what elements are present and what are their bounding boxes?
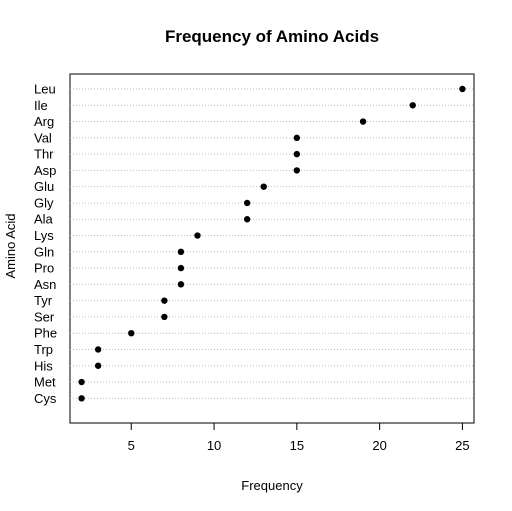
y-tick-label: Gln — [34, 244, 54, 259]
data-points — [78, 85, 466, 402]
data-point — [177, 248, 185, 255]
y-tick-label: His — [34, 358, 53, 373]
data-point — [161, 297, 168, 304]
y-tick-label: Glu — [34, 179, 54, 194]
data-point — [293, 167, 301, 174]
y-tick-label: Tyr — [34, 293, 53, 308]
data-point — [459, 85, 466, 93]
grid-lines — [70, 88, 474, 399]
x-tick-label: 15 — [290, 438, 304, 453]
data-point — [161, 313, 168, 321]
x-tick-label: 5 — [128, 438, 135, 453]
y-tick-label: Leu — [34, 82, 56, 97]
data-point — [177, 281, 185, 288]
y-tick-label: Gly — [34, 195, 54, 210]
plot-frame — [69, 73, 475, 424]
y-tick-label: Phe — [34, 326, 57, 341]
x-tick-label: 20 — [372, 438, 386, 453]
data-point — [78, 395, 85, 402]
y-axis-label: Amino Acid — [3, 213, 18, 278]
y-tick-label: Trp — [34, 342, 53, 357]
data-point — [78, 378, 85, 386]
data-point — [293, 134, 301, 142]
data-point — [409, 102, 416, 109]
data-point — [128, 330, 135, 337]
y-tick-label: Met — [34, 375, 56, 390]
x-tick-label: 25 — [455, 438, 469, 453]
y-tick-label: Ser — [34, 309, 55, 324]
data-point — [260, 183, 267, 190]
data-point — [177, 264, 185, 272]
y-tick-label: Asn — [34, 277, 56, 292]
x-axis: 5 10 15 20 25 — [128, 423, 470, 453]
y-tick-label: Lys — [34, 228, 54, 243]
y-tick-label: Thr — [34, 147, 54, 162]
data-point — [94, 346, 102, 353]
y-tick-label: Pro — [34, 261, 54, 276]
y-tick-label: Val — [34, 130, 52, 145]
chart-title: Frequency of Amino Acids — [165, 27, 379, 46]
x-tick-label: 10 — [207, 438, 221, 453]
y-tick-label: Arg — [34, 114, 54, 129]
data-point — [194, 232, 201, 239]
data-point — [94, 362, 102, 369]
y-tick-label: Asp — [34, 163, 56, 178]
y-tick-label: Ile — [34, 98, 48, 113]
y-tick-label: Cys — [34, 391, 57, 406]
y-tick-label: Ala — [34, 212, 54, 227]
data-point — [359, 118, 367, 125]
data-point — [293, 150, 301, 158]
data-point — [243, 216, 251, 223]
data-point — [243, 199, 251, 207]
y-axis-labels: LeuIleArgValThrAspGluGlyAlaLysGlnProAsnT… — [34, 82, 57, 406]
x-axis-label: Frequency — [241, 478, 303, 493]
